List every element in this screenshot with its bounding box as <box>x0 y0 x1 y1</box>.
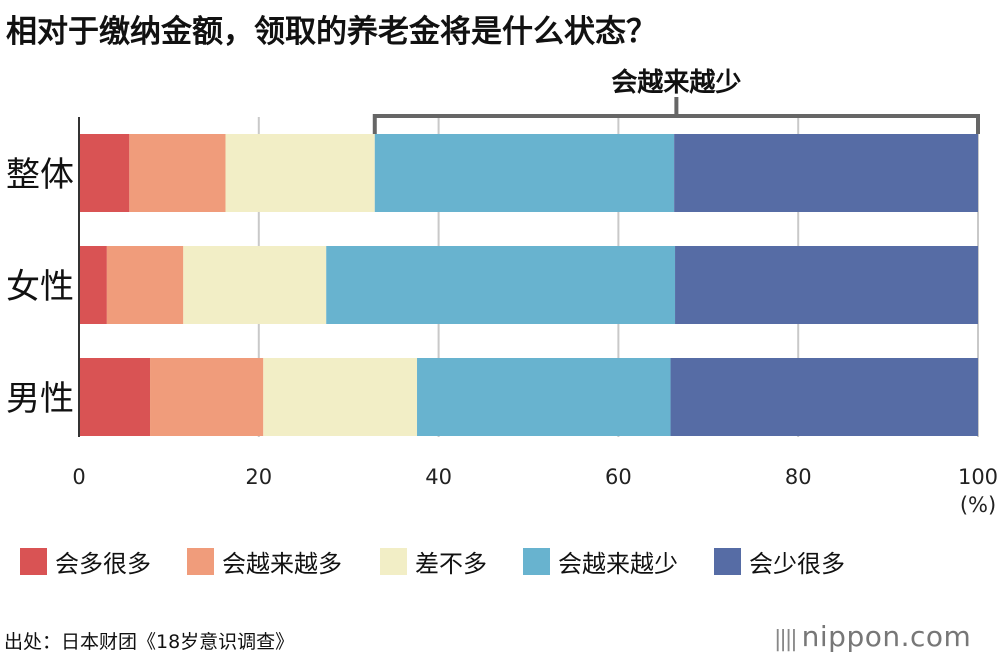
x-tick-label: 60 <box>605 465 632 489</box>
bar-segment <box>263 358 418 436</box>
legend-label: 会越来越多 <box>222 549 342 578</box>
x-tick-label: 20 <box>245 465 272 489</box>
logo-mark-icon: |||| <box>774 627 798 652</box>
bar-segment <box>675 246 978 324</box>
bar-segment <box>79 246 107 324</box>
bar-segment <box>374 134 675 212</box>
x-tick-label: 100 <box>958 465 998 489</box>
chart-title: 相对于缴纳金额，领取的养老金将是什么状态？ <box>6 14 657 50</box>
legend-label: 会少很多 <box>749 549 845 578</box>
legend-item: 会越来越少 <box>523 544 678 579</box>
legend-swatch <box>714 547 741 575</box>
legend-item: 差不多 <box>380 544 487 579</box>
bar-segment <box>183 246 327 324</box>
legend-item: 会越来越多 <box>187 544 342 579</box>
bar-segment <box>150 358 264 436</box>
nippon-logo: |||| nippon.com <box>774 620 971 653</box>
bar-segment <box>674 134 978 212</box>
bars <box>79 134 978 436</box>
legend-label: 差不多 <box>415 549 487 578</box>
category-label: 男性 <box>6 379 74 419</box>
annotation-label: 会越来越少 <box>611 68 741 98</box>
legend-item: 会多很多 <box>20 544 151 579</box>
bar-segment <box>225 134 375 212</box>
annotation: 会越来越少 <box>372 68 980 134</box>
category-label: 女性 <box>6 267 74 307</box>
source-note: 出处：日本财团《18岁意识调查》 <box>4 631 295 653</box>
annotation-bracket <box>372 114 980 134</box>
bar-segment <box>326 246 676 324</box>
x-unit-label: (%) <box>960 493 996 517</box>
x-tick-label: 0 <box>72 465 85 489</box>
x-tick-label: 40 <box>425 465 452 489</box>
category-label: 整体 <box>6 155 74 195</box>
legend-label: 会多很多 <box>55 549 151 578</box>
legend-swatch <box>523 547 550 575</box>
legend: 会多很多 会越来越多 差不多 会越来越少 会少很多 <box>20 541 990 581</box>
logo-text: nippon.com <box>801 620 972 653</box>
bar-segment <box>417 358 671 436</box>
legend-swatch <box>187 547 214 575</box>
bar-segment <box>79 134 130 212</box>
legend-item: 会少很多 <box>714 544 845 579</box>
legend-label: 会越来越少 <box>558 549 678 578</box>
bar-segment <box>79 358 151 436</box>
bar-segment <box>106 246 184 324</box>
legend-swatch <box>20 547 47 575</box>
bar-segment <box>670 358 978 436</box>
x-tick-label: 80 <box>785 465 812 489</box>
legend-swatch <box>380 547 407 575</box>
bar-segment <box>129 134 226 212</box>
